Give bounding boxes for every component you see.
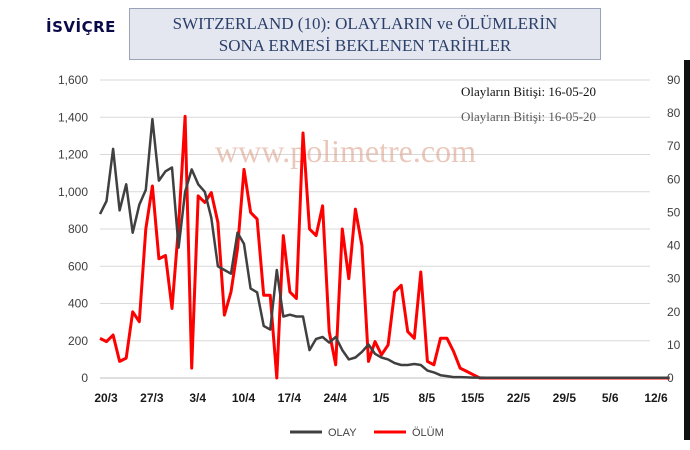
y-right-tick-label: 0	[667, 371, 674, 385]
chart-title-line-1: SWITZERLAND (10): OLAYLARIN ve ÖLÜMLERİN	[172, 14, 558, 33]
y-left-tick-label: 1,200	[58, 148, 88, 162]
y-left-tick-label: 1,400	[58, 110, 88, 124]
y-left-tick-label: 400	[68, 297, 88, 311]
y-axis-left: 0 200 400 600 800 1,000 1,200 1,400 1,600	[58, 73, 88, 385]
y-right-tick-label: 30	[667, 272, 681, 286]
y-right-tick-label: 40	[667, 239, 681, 253]
y-right-tick-label: 10	[667, 338, 681, 352]
x-tick-label: 1/5	[373, 391, 390, 405]
x-axis: 20/3 27/3 3/4 10/4 17/4 24/4 1/5 8/5 15/5 22/5 29/…	[94, 377, 668, 405]
chart-title-box: SWITZERLAND (10): OLAYLARIN ve ÖLÜMLERİN…	[129, 8, 601, 60]
x-tick-label: 17/4	[278, 391, 302, 405]
y-right-tick-label: 60	[667, 172, 681, 186]
x-tick-label: 10/4	[232, 391, 256, 405]
x-tick-label: 12/6	[644, 391, 668, 405]
x-tick-label: 15/5	[461, 391, 485, 405]
y-left-tick-label: 1,000	[58, 185, 88, 199]
x-tick-label: 22/5	[507, 391, 531, 405]
country-badge: İSVİÇRE	[46, 18, 116, 36]
legend: OLAY ÖLÜM	[290, 427, 444, 439]
y-right-tick-label: 70	[667, 139, 681, 153]
y-axis-right: 0 10 20 30 40 50 60 70 80 90	[667, 73, 681, 385]
y-left-tick-label: 600	[68, 259, 88, 273]
date-note-1: Olayların Bitişi: 16-05-20	[461, 84, 596, 99]
y-left-tick-label: 200	[68, 334, 88, 348]
y-left-tick-label: 1,600	[58, 73, 88, 87]
chart-title-line-2: SONA ERMESİ BEKLENEN TARİHLER	[218, 36, 512, 55]
gridlines	[100, 79, 650, 379]
series-lines	[98, 114, 670, 380]
y-left-tick-label: 0	[81, 371, 88, 385]
x-tick-label: 24/4	[323, 391, 347, 405]
x-tick-label: 29/5	[553, 391, 577, 405]
y-right-tick-label: 80	[667, 106, 681, 120]
watermark-text: www.polimetre.com	[215, 133, 476, 169]
y-left-tick-label: 800	[68, 222, 88, 236]
x-tick-label: 5/6	[602, 391, 619, 405]
y-right-tick-label: 50	[667, 205, 681, 219]
x-tick-label: 8/5	[418, 391, 435, 405]
legend-label-olay: OLAY	[328, 427, 357, 439]
right-border-bar	[684, 60, 690, 440]
date-note-2: Olayların Bitişi: 16-05-20	[461, 109, 596, 124]
series-line-olay	[98, 117, 670, 380]
x-tick-label: 27/3	[140, 391, 164, 405]
y-right-tick-label: 90	[667, 73, 681, 87]
x-tick-label: 20/3	[94, 391, 118, 405]
y-right-tick-label: 20	[667, 305, 681, 319]
x-tick-label: 3/4	[189, 391, 206, 405]
legend-label-olum: ÖLÜM	[412, 427, 444, 439]
